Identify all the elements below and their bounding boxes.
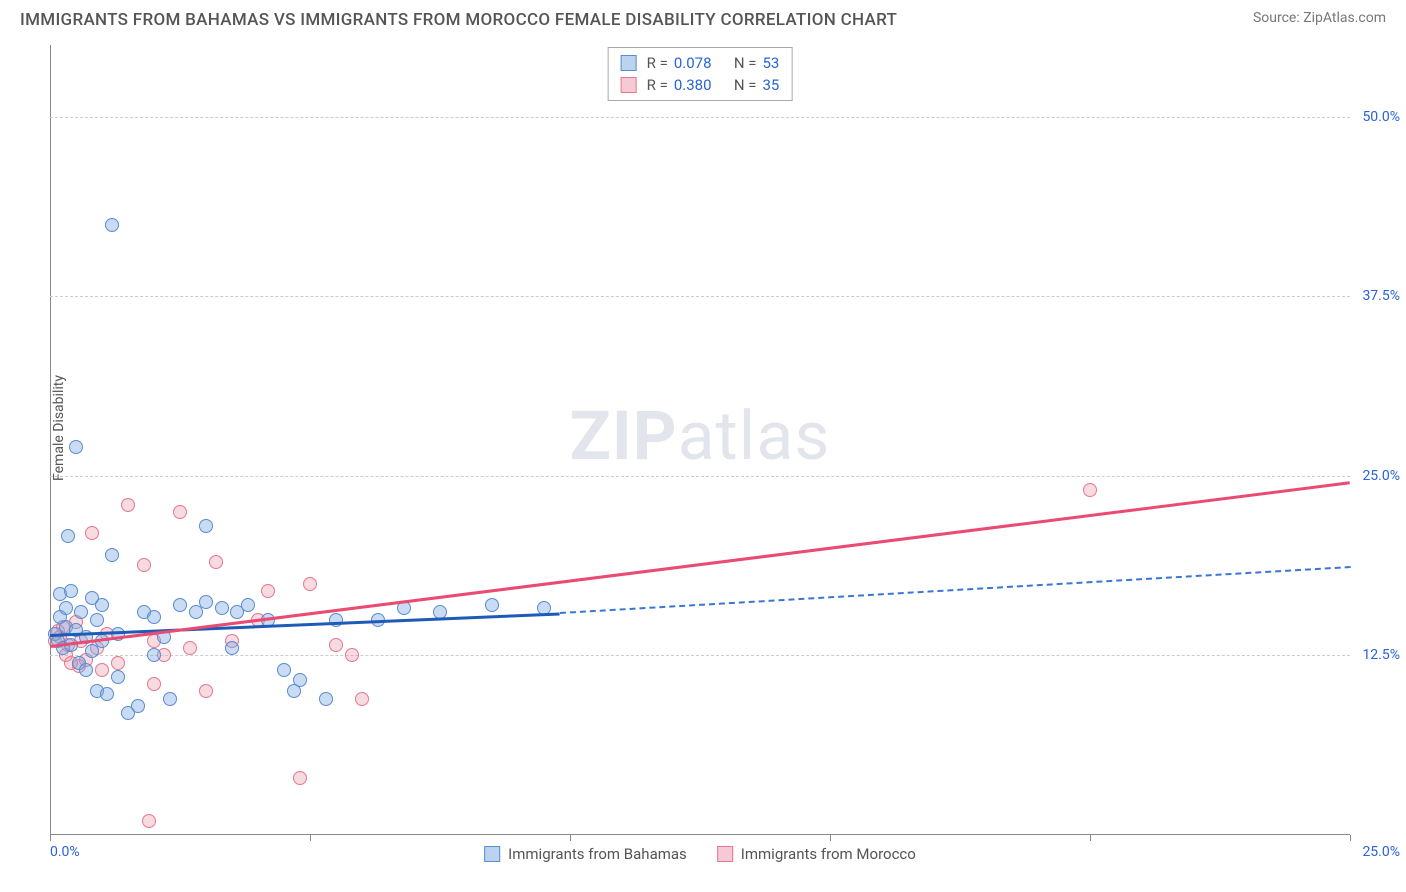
scatter-point <box>95 663 109 677</box>
scatter-point <box>95 598 109 612</box>
scatter-point <box>173 505 187 519</box>
chart-canvas: ZIPatlas 50.0%37.5%25.0%12.5%0.0%25.0% <box>50 45 1350 835</box>
scatter-point <box>199 519 213 533</box>
legend-row-pink: R = 0.380 N = 35 <box>621 74 780 96</box>
n-label: N = <box>734 54 757 72</box>
scatter-point <box>147 677 161 691</box>
scatter-point <box>74 605 88 619</box>
scatter-point <box>261 584 275 598</box>
scatter-point <box>163 692 177 706</box>
n-value-pink: 35 <box>762 76 779 94</box>
scatter-point <box>173 598 187 612</box>
scatter-point <box>69 440 83 454</box>
scatter-point <box>485 598 499 612</box>
trend-line <box>50 482 1350 649</box>
scatter-point <box>85 526 99 540</box>
y-tick-label: 12.5% <box>1355 647 1400 663</box>
x-tick <box>830 835 831 841</box>
trend-line <box>560 566 1351 614</box>
legend-correlation: R = 0.078 N = 53 R = 0.380 N = 35 <box>608 47 793 101</box>
scatter-point <box>147 610 161 624</box>
r-value-pink: 0.380 <box>674 76 722 94</box>
scatter-point <box>345 648 359 662</box>
gridline <box>50 476 1350 477</box>
chart-title: IMMIGRANTS FROM BAHAMAS VS IMMIGRANTS FR… <box>20 10 897 30</box>
legend-item-bahamas: Immigrants from Bahamas <box>484 845 687 863</box>
x-tick-label-end: 25.0% <box>1362 844 1400 860</box>
scatter-point <box>61 529 75 543</box>
scatter-point <box>293 673 307 687</box>
legend-item-morocco: Immigrants from Morocco <box>717 845 916 863</box>
legend-series: Immigrants from Bahamas Immigrants from … <box>484 845 916 863</box>
scatter-point <box>131 699 145 713</box>
scatter-point <box>293 771 307 785</box>
scatter-point <box>105 218 119 232</box>
scatter-point <box>199 684 213 698</box>
chart-source: Source: ZipAtlas.com <box>1253 10 1386 26</box>
scatter-point <box>319 692 333 706</box>
r-value-blue: 0.078 <box>674 54 722 72</box>
scatter-point <box>137 558 151 572</box>
scatter-point <box>225 641 239 655</box>
legend-swatch-pink <box>621 77 637 93</box>
gridline <box>50 117 1350 118</box>
gridline <box>50 296 1350 297</box>
scatter-point <box>1083 483 1097 497</box>
y-axis-line <box>50 45 51 835</box>
watermark: ZIPatlas <box>570 396 831 476</box>
r-label: R = <box>647 54 668 72</box>
x-tick <box>1350 835 1351 841</box>
scatter-point <box>277 663 291 677</box>
chart-container: IMMIGRANTS FROM BAHAMAS VS IMMIGRANTS FR… <box>0 0 1406 892</box>
legend-swatch-pink <box>717 846 733 862</box>
watermark-rest: atlas <box>678 396 831 476</box>
gridline <box>50 655 1350 656</box>
y-tick-label: 50.0% <box>1355 109 1400 125</box>
scatter-point <box>329 638 343 652</box>
scatter-point <box>355 692 369 706</box>
scatter-point <box>100 687 114 701</box>
scatter-point <box>64 584 78 598</box>
legend-swatch-blue <box>621 55 637 71</box>
y-tick-label: 25.0% <box>1355 468 1400 484</box>
plot-area: ZIPatlas 50.0%37.5%25.0%12.5%0.0%25.0% R… <box>50 45 1350 835</box>
scatter-point <box>105 548 119 562</box>
scatter-point <box>142 814 156 828</box>
scatter-point <box>303 577 317 591</box>
legend-row-blue: R = 0.078 N = 53 <box>621 52 780 74</box>
scatter-point <box>241 598 255 612</box>
n-label: N = <box>734 76 757 94</box>
x-tick <box>570 835 571 841</box>
scatter-point <box>121 498 135 512</box>
legend-swatch-blue <box>484 846 500 862</box>
scatter-point <box>209 555 223 569</box>
x-tick <box>310 835 311 841</box>
y-tick-label: 37.5% <box>1355 288 1400 304</box>
r-label: R = <box>647 76 668 94</box>
trend-line <box>50 612 560 637</box>
x-axis-line <box>50 834 1350 835</box>
scatter-point <box>59 601 73 615</box>
legend-label-morocco: Immigrants from Morocco <box>741 845 916 863</box>
scatter-point <box>111 670 125 684</box>
n-value-blue: 53 <box>762 54 779 72</box>
scatter-point <box>111 656 125 670</box>
watermark-bold: ZIP <box>570 396 678 476</box>
x-tick <box>50 835 51 841</box>
scatter-point <box>79 663 93 677</box>
x-tick <box>1090 835 1091 841</box>
legend-label-bahamas: Immigrants from Bahamas <box>508 845 687 863</box>
chart-header: IMMIGRANTS FROM BAHAMAS VS IMMIGRANTS FR… <box>0 0 1406 35</box>
scatter-point <box>90 613 104 627</box>
x-tick-label-start: 0.0% <box>50 844 80 860</box>
scatter-point <box>215 601 229 615</box>
scatter-point <box>199 595 213 609</box>
scatter-point <box>183 641 197 655</box>
scatter-point <box>147 648 161 662</box>
